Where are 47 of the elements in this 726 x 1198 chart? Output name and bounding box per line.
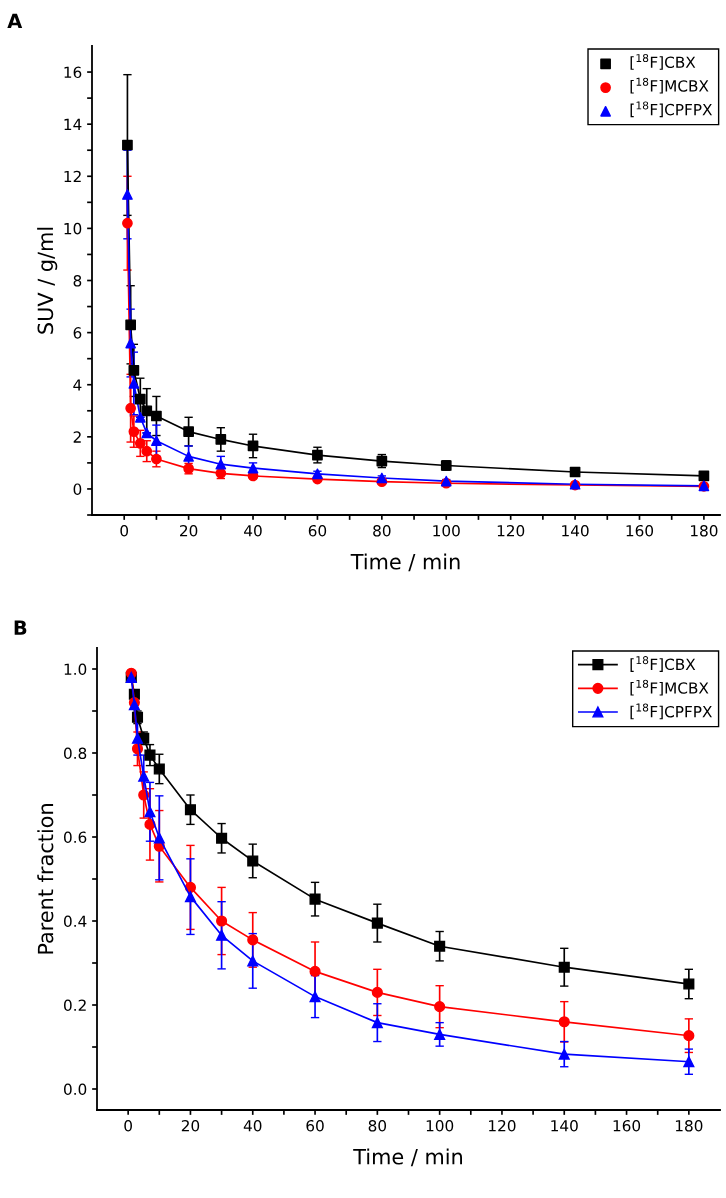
y-tick-label: 6 <box>73 327 82 339</box>
legend-label: [$^{18}$F]MCBX <box>630 679 709 696</box>
x-tick-label: 160 <box>613 1119 641 1132</box>
y-tick-label: 2 <box>73 431 81 443</box>
x-axis-title: Time / min <box>350 553 460 572</box>
chart-title: B <box>14 620 27 635</box>
legend-label: [$^{18}$F]MCBX <box>630 77 709 94</box>
legend-label: [$^{18}$F]CPFPX <box>630 101 713 118</box>
x-tick-label: 160 <box>626 524 654 537</box>
x-tick-label: 40 <box>243 1119 262 1132</box>
y-tick-label: 16 <box>64 66 82 79</box>
chart-title: A <box>7 13 23 28</box>
legend-label: [$^{18}$F]CBX <box>630 656 696 672</box>
x-tick-label: 0 <box>124 1119 132 1132</box>
y-tick-label: 12 <box>64 170 81 183</box>
x-tick-label: 60 <box>308 524 327 537</box>
y-tick-label: 0 <box>73 483 82 495</box>
x-tick-label: 180 <box>675 1119 703 1132</box>
y-tick-label: 4 <box>73 379 82 391</box>
x-tick-label: 120 <box>497 524 525 537</box>
x-tick-label: 80 <box>373 524 391 537</box>
x-tick-label: 100 <box>433 524 460 537</box>
x-tick-label: 80 <box>368 1119 387 1132</box>
y-tick-label: 10 <box>64 222 82 235</box>
x-tick-label: 140 <box>562 524 589 537</box>
x-tick-label: 100 <box>426 1119 454 1132</box>
x-axis-title: Time / min <box>353 1148 462 1167</box>
x-tick-label: 140 <box>551 1119 578 1132</box>
y-tick-label: 0.8 <box>63 747 87 760</box>
x-tick-label: 20 <box>181 1119 200 1132</box>
y-tick-label: 0.0 <box>63 1083 87 1096</box>
x-tick-label: 180 <box>690 524 718 537</box>
y-tick-label: 1.0 <box>64 663 87 676</box>
y-axis-title: Parent fraction <box>37 804 54 954</box>
y-axis-title: SUV / g/ml <box>37 227 58 334</box>
x-tick-label: 40 <box>244 524 262 537</box>
x-tick-label: 20 <box>180 524 198 537</box>
y-tick-label: 14 <box>64 118 82 130</box>
x-tick-label: 120 <box>489 1119 516 1132</box>
x-tick-label: 60 <box>306 1119 324 1132</box>
y-tick-label: 8 <box>73 274 82 287</box>
x-tick-label: 0 <box>120 524 129 537</box>
y-tick-label: 0.4 <box>63 915 87 928</box>
y-tick-label: 0.6 <box>63 831 87 844</box>
legend-label: [$^{18}$F]CBX <box>630 54 696 70</box>
y-tick-label: 0.2 <box>63 999 86 1012</box>
legend-label: [$^{18}$F]CPFPX <box>630 703 712 720</box>
